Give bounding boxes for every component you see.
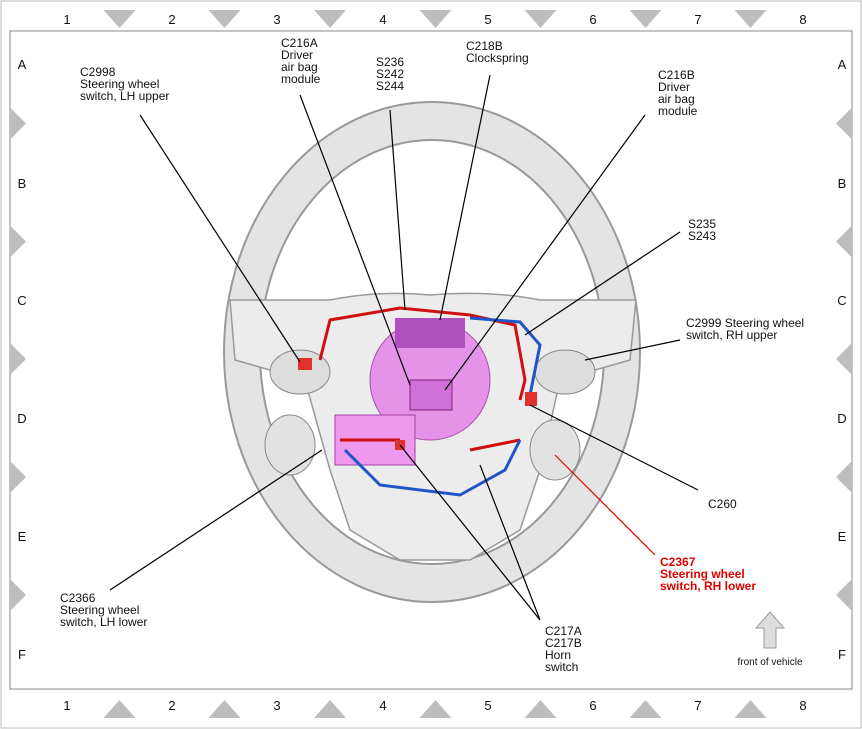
row-label: D: [17, 411, 26, 426]
callout-line: Driver: [281, 48, 313, 62]
callout-line: air bag: [658, 92, 695, 106]
callout-line: C260: [708, 497, 737, 511]
column-label: 2: [168, 12, 175, 27]
callout-label: C216B Driver air bag module: [658, 68, 698, 118]
row-label: A: [838, 57, 847, 72]
row-label: C: [17, 293, 26, 308]
callout-line: C2366: [60, 591, 96, 605]
callout-line: S235: [688, 217, 716, 231]
row-label: B: [18, 176, 27, 191]
front-arrow: front of vehicle: [737, 611, 803, 668]
column-label: 7: [694, 698, 701, 713]
callout-label: C216A Driver air bag module: [281, 36, 321, 86]
row-label: E: [18, 529, 27, 544]
column-label: 4: [379, 12, 386, 27]
callout-line: switch, RH upper: [686, 328, 777, 342]
column-label: 6: [589, 698, 596, 713]
callout-label: C260: [708, 497, 737, 511]
leader-lines: [109, 74, 699, 621]
row-label: D: [837, 411, 846, 426]
callout-line: Driver: [658, 80, 690, 94]
column-label: 3: [273, 12, 280, 27]
callout-line: module: [281, 72, 321, 86]
callout-label: S236 S242 S244: [376, 55, 404, 93]
row-label: C: [837, 293, 846, 308]
callout-label: S235 S243: [688, 217, 716, 243]
callout-line: switch, LH upper: [80, 89, 169, 103]
callout-line: C216A: [281, 36, 318, 50]
callout-label: C2367 Steering wheel switch, RH lower: [660, 555, 756, 593]
callout-label: C217A C217B Horn switch: [545, 624, 582, 674]
callout-line: C218B: [466, 39, 503, 53]
row-label: A: [18, 57, 27, 72]
callout-line: switch, RH lower: [660, 579, 756, 593]
column-label: 3: [273, 698, 280, 713]
column-label: 2: [168, 698, 175, 713]
callout-line: module: [658, 104, 698, 118]
callout-line: Clockspring: [466, 51, 529, 65]
callout-line: S243: [688, 229, 716, 243]
callout-line: C2998: [80, 65, 116, 79]
column-label: 5: [484, 12, 491, 27]
column-label: 1: [63, 12, 70, 27]
callout-line: air bag: [281, 60, 318, 74]
column-label: 5: [484, 698, 491, 713]
labels: C2998 Steering wheel switch, LH upperC216A…: [60, 36, 804, 674]
callout-line: Steering wheel: [660, 567, 745, 581]
column-label: 8: [799, 12, 806, 27]
callout-line: Steering wheel: [60, 603, 139, 617]
callout-label: C2366 Steering wheel switch, LH lower: [60, 591, 147, 629]
row-label: F: [838, 647, 846, 662]
steering-wheel: [223, 101, 641, 603]
column-label: 7: [694, 12, 701, 27]
callout-line: Steering wheel: [80, 77, 159, 91]
callout-line: Horn: [545, 648, 571, 662]
row-label: B: [838, 176, 847, 191]
column-label: 1: [63, 698, 70, 713]
callout-line: C217B: [545, 636, 582, 650]
callout-line: switch: [545, 660, 578, 674]
callout-line: C2999 Steering wheel: [686, 316, 804, 330]
callout-line: S242: [376, 67, 404, 81]
row-label: E: [838, 529, 847, 544]
row-label: F: [18, 647, 26, 662]
callout-label: C2999 Steering wheel switch, RH upper: [686, 316, 804, 342]
callout-line: C217A: [545, 624, 582, 638]
column-label: 6: [589, 12, 596, 27]
callout-line: S244: [376, 79, 404, 93]
callout-label: C2998 Steering wheel switch, LH upper: [80, 65, 169, 103]
callout-line: switch, LH lower: [60, 615, 147, 629]
column-label: 8: [799, 698, 806, 713]
callout-line: S236: [376, 55, 404, 69]
front-note: front of vehicle: [737, 657, 802, 668]
callout-line: C2367: [660, 555, 696, 569]
callout-line: C216B: [658, 68, 695, 82]
callout-label: C218B Clockspring: [466, 39, 529, 65]
column-label: 4: [379, 698, 386, 713]
